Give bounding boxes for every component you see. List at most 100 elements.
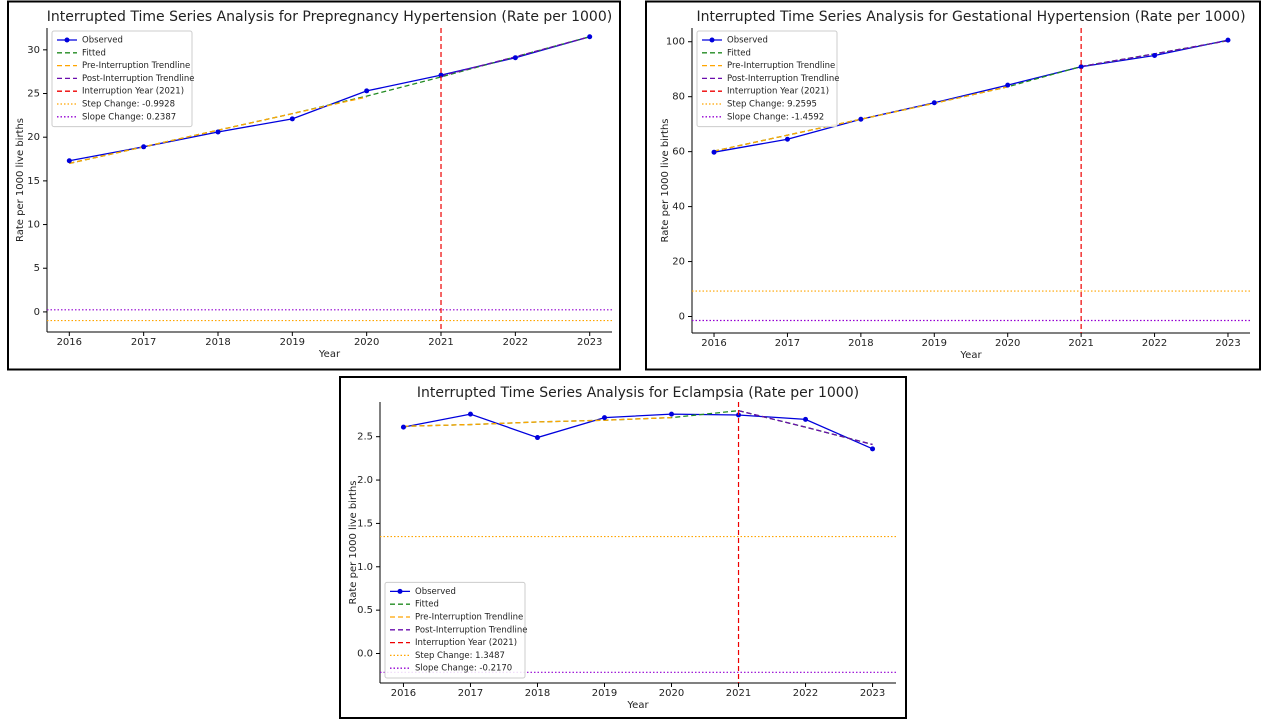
legend-label: Post-Interruption Trendline xyxy=(82,74,195,84)
y-tick-label: 15 xyxy=(27,176,40,187)
x-tick-label: 2020 xyxy=(354,337,379,348)
series-line xyxy=(713,39,1229,153)
y-tick-label: 25 xyxy=(27,89,40,100)
x-tick-label: 2019 xyxy=(592,688,617,699)
x-tick-label: 2018 xyxy=(848,338,873,349)
x-tick-label: 2017 xyxy=(775,338,800,349)
legend-label: Fitted xyxy=(415,600,439,610)
series-line xyxy=(403,416,672,427)
legend-label: Fitted xyxy=(727,48,751,58)
legend: Observed Fitted Pre-Interruption Trendline… xyxy=(51,30,195,128)
data-point xyxy=(467,411,473,417)
x-tick-label: 2016 xyxy=(701,338,726,349)
data-point xyxy=(858,116,864,122)
x-tick-label: 2023 xyxy=(577,337,602,348)
legend-label: Observed xyxy=(415,587,456,597)
y-tick-label: 2.0 xyxy=(357,475,373,486)
x-tick-label: 2023 xyxy=(860,688,885,699)
data-point xyxy=(601,415,607,421)
y-axis-label: Rate per 1000 live births xyxy=(15,118,26,242)
data-point xyxy=(1152,52,1158,58)
legend-label: Observed xyxy=(727,36,768,46)
data-point xyxy=(400,424,406,430)
legend-label: Pre-Interruption Trendline xyxy=(82,61,190,71)
y-tick-label: 0 xyxy=(34,307,40,318)
legend: Observed Fitted Pre-Interruption Trendline… xyxy=(696,30,840,128)
legend-marker xyxy=(709,37,715,43)
series-line xyxy=(403,413,873,450)
legend-label: Post-Interruption Trendline xyxy=(727,74,840,84)
y-tick-label: 1.0 xyxy=(357,562,373,573)
series-line xyxy=(713,86,1008,152)
chart-title: Interrupted Time Series Analysis for Ecl… xyxy=(417,385,859,401)
panel-border xyxy=(7,0,621,371)
legend-label: Interruption Year (2021) xyxy=(727,87,829,97)
data-point xyxy=(289,116,295,122)
x-tick-label: 2016 xyxy=(391,688,416,699)
series-line xyxy=(738,410,873,446)
legend-label: Step Change: 9.2595 xyxy=(727,100,817,110)
x-tick-label: 2021 xyxy=(1068,338,1093,349)
legend-label: Slope Change: -0.2170 xyxy=(415,664,512,674)
y-tick-label: 20 xyxy=(27,132,40,143)
y-tick-label: 5 xyxy=(34,263,40,274)
legend-box xyxy=(384,581,526,679)
x-axis-label: Year xyxy=(959,350,982,361)
legend-label: Observed xyxy=(82,36,123,46)
x-tick-label: 2021 xyxy=(428,337,453,348)
y-tick-label: 0.5 xyxy=(357,605,373,616)
x-tick-label: 2017 xyxy=(458,688,483,699)
y-tick-label: 10 xyxy=(27,220,40,231)
x-tick-label: 2020 xyxy=(995,338,1020,349)
legend-label: Pre-Interruption Trendline xyxy=(727,61,835,71)
y-tick-label: 40 xyxy=(672,202,685,213)
data-point xyxy=(215,129,221,135)
x-tick-label: 2022 xyxy=(793,688,818,699)
legend-label: Fitted xyxy=(82,48,106,58)
x-tick-label: 2019 xyxy=(922,338,947,349)
legend-label: Slope Change: 0.2387 xyxy=(82,112,176,122)
data-point xyxy=(669,411,675,417)
data-point xyxy=(534,435,540,441)
data-point xyxy=(784,136,790,142)
x-tick-label: 2017 xyxy=(131,337,156,348)
data-point xyxy=(1225,37,1231,43)
legend-box xyxy=(696,30,838,128)
y-tick-label: 60 xyxy=(672,147,685,158)
legend-label: Pre-Interruption Trendline xyxy=(415,613,523,623)
data-point xyxy=(931,100,937,106)
panel-border xyxy=(645,0,1261,371)
legend-label: Slope Change: -1.4592 xyxy=(727,112,824,122)
y-tick-label: 30 xyxy=(27,45,40,56)
x-tick-label: 2022 xyxy=(1142,338,1167,349)
legend-label: Interruption Year (2021) xyxy=(415,638,517,648)
y-tick-label: 2.5 xyxy=(357,432,373,443)
x-axis-label: Year xyxy=(626,700,649,711)
data-point xyxy=(736,412,742,418)
x-tick-label: 2016 xyxy=(57,337,82,348)
legend-label: Post-Interruption Trendline xyxy=(415,625,528,635)
legend-label: Step Change: -0.9928 xyxy=(82,100,175,110)
legend-marker xyxy=(397,588,403,594)
x-axis-label: Year xyxy=(318,349,341,360)
legend: Observed Fitted Pre-Interruption Trendline… xyxy=(384,581,528,679)
legend-box xyxy=(51,30,193,128)
y-tick-label: 80 xyxy=(672,92,685,103)
data-point xyxy=(587,34,593,40)
data-point xyxy=(711,149,717,155)
x-tick-label: 2019 xyxy=(280,337,305,348)
x-tick-label: 2021 xyxy=(726,688,751,699)
x-tick-label: 2018 xyxy=(205,337,230,348)
data-point xyxy=(1078,64,1084,70)
legend-label: Interruption Year (2021) xyxy=(82,87,184,97)
y-tick-label: 1.5 xyxy=(357,518,373,529)
y-axis-label: Rate per 1000 live births xyxy=(348,480,359,604)
legend-label: Step Change: 1.3487 xyxy=(415,651,505,661)
y-axis-label: Rate per 1000 live births xyxy=(660,118,671,242)
chart-title: Interrupted Time Series Analysis for Pre… xyxy=(47,9,612,25)
y-tick-label: 0.0 xyxy=(357,649,373,660)
x-tick-label: 2022 xyxy=(503,337,528,348)
data-point xyxy=(66,158,72,164)
x-tick-label: 2023 xyxy=(1215,338,1240,349)
